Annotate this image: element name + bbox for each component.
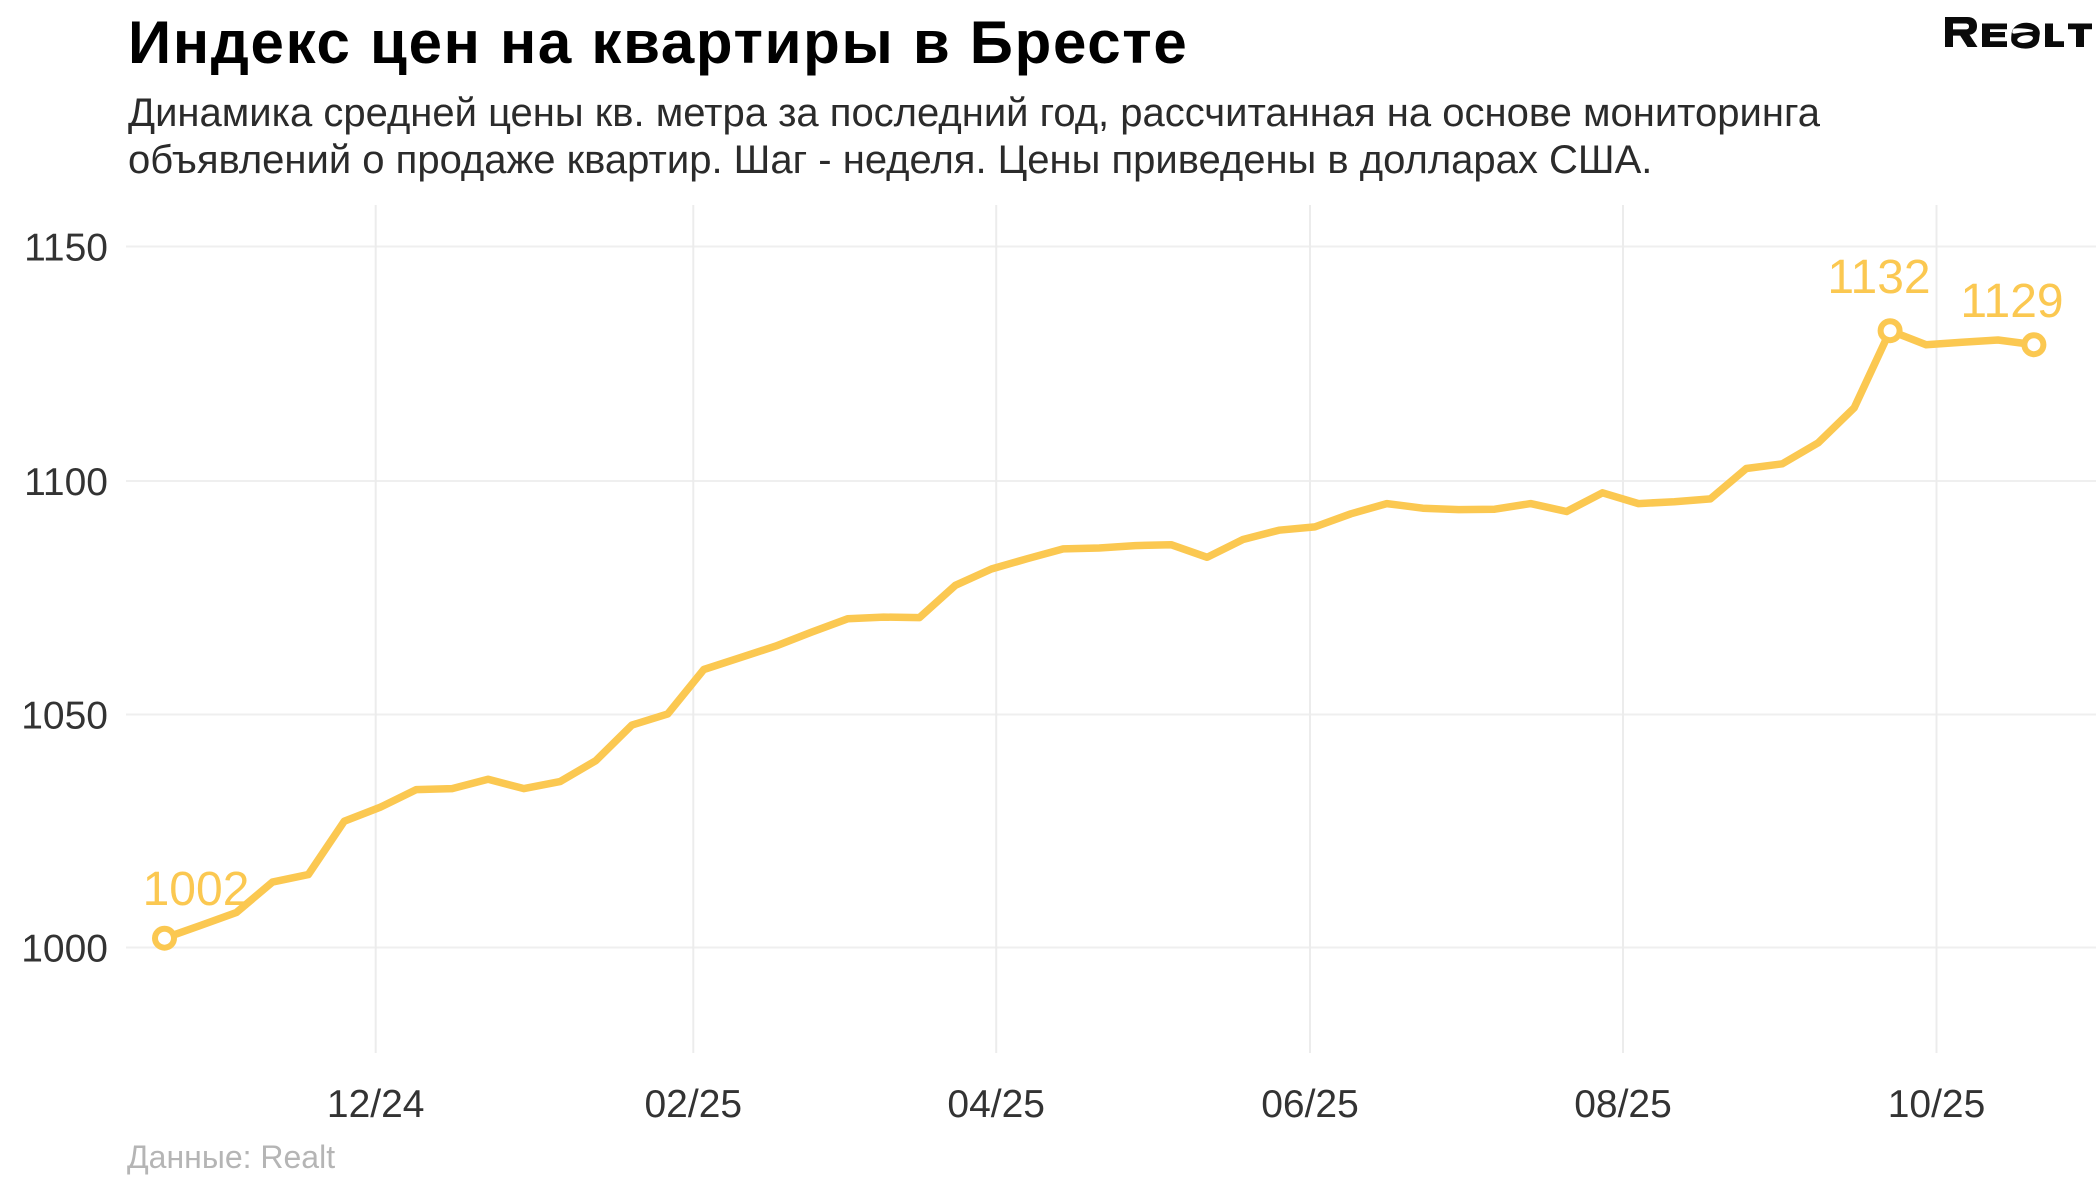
svg-text:1002: 1002 bbox=[143, 863, 250, 916]
svg-text:02/25: 02/25 bbox=[644, 1083, 742, 1126]
svg-text:04/25: 04/25 bbox=[947, 1083, 1045, 1126]
svg-text:10/25: 10/25 bbox=[1888, 1083, 1986, 1126]
svg-text:1050: 1050 bbox=[21, 695, 108, 738]
svg-text:08/25: 08/25 bbox=[1574, 1083, 1672, 1126]
svg-text:1132: 1132 bbox=[1827, 251, 1930, 304]
svg-text:1100: 1100 bbox=[24, 461, 108, 504]
svg-text:1000: 1000 bbox=[21, 928, 108, 971]
svg-text:1150: 1150 bbox=[24, 227, 108, 270]
svg-text:12/24: 12/24 bbox=[327, 1083, 425, 1126]
svg-text:06/25: 06/25 bbox=[1261, 1083, 1359, 1126]
svg-text:1129: 1129 bbox=[1960, 275, 2063, 328]
